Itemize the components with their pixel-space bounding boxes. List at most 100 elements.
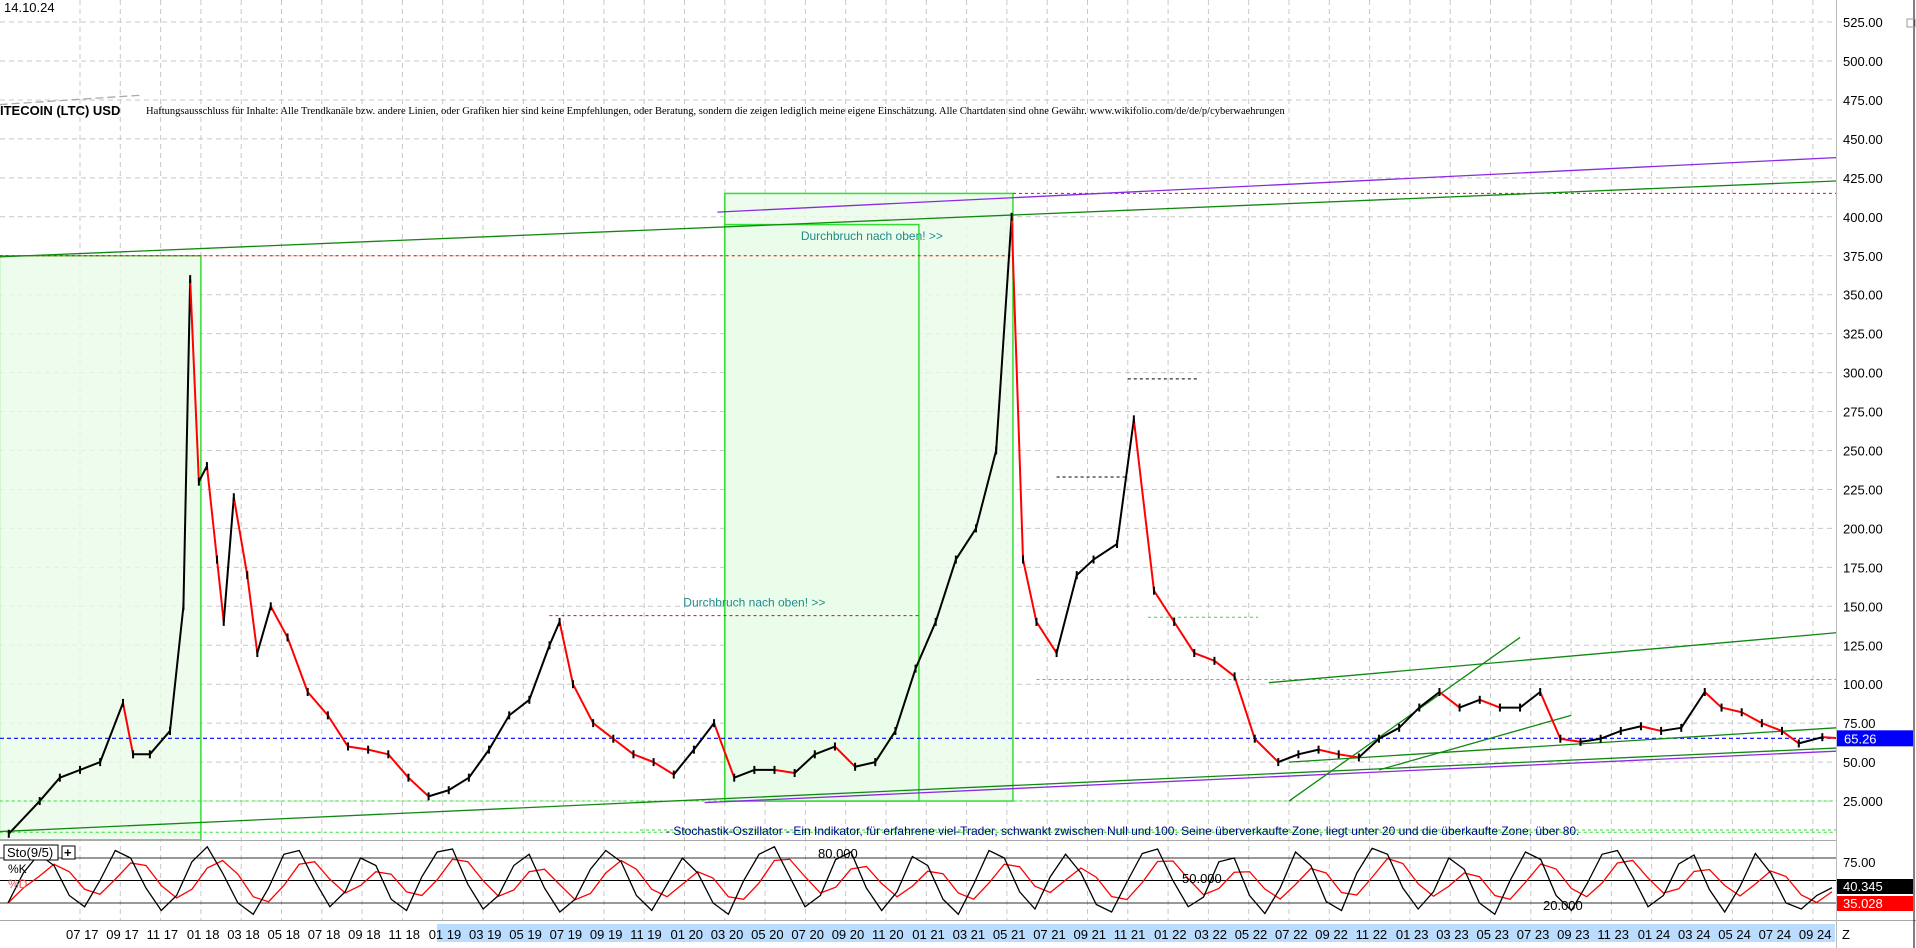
price-segment <box>149 730 171 755</box>
price-segment <box>189 279 200 482</box>
x-tick-label: 07 24 <box>1759 927 1792 942</box>
price-segment <box>713 722 736 779</box>
x-tick-label: 03 24 <box>1678 927 1711 942</box>
price-segment <box>894 668 917 732</box>
stochastic-title: Sto(9/5) <box>7 845 53 860</box>
x-tick-label: 01 22 <box>1154 927 1187 942</box>
y-tick-label: 250.00 <box>1843 444 1883 459</box>
price-segment <box>79 761 101 771</box>
price-segment <box>286 637 309 693</box>
price-segment <box>246 575 259 654</box>
price-segment <box>874 730 897 763</box>
x-tick-label: 03 19 <box>469 927 502 942</box>
x-tick-label: 01 19 <box>429 927 462 942</box>
price-segment <box>1438 691 1461 709</box>
price-segment <box>1660 726 1682 732</box>
price-segment <box>1338 753 1360 759</box>
price-segment <box>1254 738 1279 763</box>
price-segment <box>1560 737 1581 743</box>
price-segment <box>1620 725 1642 732</box>
x-tick-label: 01 24 <box>1638 927 1671 942</box>
price-segment <box>232 497 249 576</box>
price-segment <box>182 279 192 607</box>
price-segment <box>1519 691 1541 709</box>
stochastic-panel <box>0 845 1836 916</box>
y-tick-label: 375.00 <box>1843 249 1883 264</box>
x-tick-label: 09 24 <box>1799 927 1832 942</box>
price-segment <box>1193 652 1215 662</box>
breakout-label: Durchbruch nach oben! >> <box>801 229 943 243</box>
legend-k: %K <box>8 862 27 876</box>
price-segment <box>1022 559 1038 623</box>
x-tick-label: 03 18 <box>227 927 260 942</box>
price-segment <box>854 761 876 768</box>
price-segment <box>653 761 675 776</box>
price-segment <box>256 606 272 654</box>
breakout-label: Durchbruch nach oben! >> <box>683 595 825 609</box>
price-segment <box>387 753 410 779</box>
trendlines <box>0 94 1837 833</box>
level-label-50: 50.000 <box>1182 871 1222 886</box>
price-segment <box>1741 711 1763 725</box>
y-tick-label: 400.00 <box>1843 210 1883 225</box>
x-tick-label: 11 22 <box>1356 927 1388 942</box>
x-tick-label: 09 20 <box>832 927 865 942</box>
price-segment <box>995 216 1013 451</box>
x-tick-label: 07 18 <box>308 927 341 942</box>
x-tick-label: 01 20 <box>671 927 704 942</box>
price-segment <box>508 698 530 717</box>
highlight-box <box>0 255 202 841</box>
price-segment <box>793 753 816 774</box>
level-label-80: 80.000 <box>818 846 858 861</box>
y-tick-label: 350.00 <box>1843 288 1883 303</box>
price-segment <box>914 621 937 670</box>
price-segment <box>1459 698 1481 709</box>
x-tick-label: 11 18 <box>388 927 420 942</box>
stoch-k-line <box>7 845 1833 916</box>
price-segment <box>1213 660 1236 678</box>
trendline <box>0 180 1837 258</box>
last-d-label: 35.028 <box>1843 896 1883 911</box>
price-segment <box>1680 691 1706 729</box>
y-tick-label: 275.00 <box>1843 405 1883 420</box>
level-label-20: 20.000 <box>1543 898 1583 913</box>
price-segment <box>1358 737 1380 759</box>
y-tick-label: 200.00 <box>1843 521 1883 536</box>
price-segment <box>1076 558 1095 576</box>
y-tick-label: 25.000 <box>1843 794 1883 809</box>
price-segment <box>1318 748 1339 756</box>
x-tick-label: 07 17 <box>66 927 99 942</box>
x-tick-label: 07 19 <box>550 927 583 942</box>
price-segment <box>733 768 755 779</box>
price-segment <box>1035 621 1058 654</box>
chart-date: 14.10.24 <box>4 0 55 15</box>
price-segment <box>1580 737 1601 743</box>
price-segment <box>269 605 289 638</box>
trendline <box>0 747 1837 833</box>
x-tick-label: 09 18 <box>348 927 381 942</box>
x-tick-label: 07 22 <box>1275 927 1308 942</box>
last-d-badge <box>1837 896 1913 911</box>
y-tick-label: 50.00 <box>1843 755 1876 770</box>
trendline <box>1288 636 1521 802</box>
y-tick-label: 100.00 <box>1843 677 1883 692</box>
add-indicator-button[interactable] <box>61 845 76 860</box>
collapse-icon[interactable] <box>1906 18 1916 28</box>
y-tick-label: 525.00 <box>1843 15 1883 30</box>
x-tick-label: 03 21 <box>953 927 986 942</box>
y-tick-label: 175.00 <box>1843 560 1883 575</box>
time-range-highlight[interactable] <box>437 924 1835 942</box>
price-segment <box>548 621 561 646</box>
x-tick-label: 11 17 <box>147 927 179 942</box>
last-k-label: 40.345 <box>1843 879 1883 894</box>
price-segment <box>1378 726 1400 740</box>
x-tick-label: 07 21 <box>1033 927 1066 942</box>
price-segment <box>1704 691 1723 709</box>
price-segment <box>834 745 856 768</box>
price-segment <box>169 606 185 732</box>
price-segment <box>1761 722 1783 732</box>
stochastic-title-box[interactable] <box>3 844 59 861</box>
price-segment <box>955 527 977 561</box>
price-segment <box>934 559 957 623</box>
